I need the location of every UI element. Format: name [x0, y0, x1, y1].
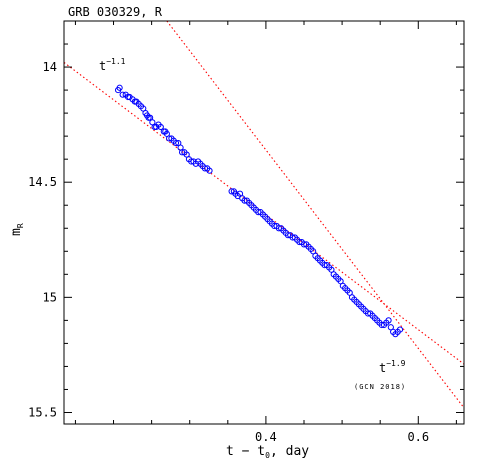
y-tick-label: 15 [43, 290, 57, 304]
x-axis-label-suffix: , day [270, 444, 309, 459]
fit-line-2 [166, 21, 464, 409]
fit-label-t11: t−1.1 [99, 57, 126, 73]
y-axis-label: mR [9, 223, 25, 236]
chart-title: GRB 030329, R [68, 5, 163, 19]
fit-label-t11-exp: −1.1 [106, 57, 125, 66]
y-tick-label: 15.5 [28, 405, 57, 419]
y-axis-label-sub: R [16, 223, 25, 228]
data-point [157, 123, 164, 131]
x-tick-label: 0.4 [255, 430, 277, 444]
fit-label-t19: t−1.9 [379, 359, 406, 375]
axis-ticks: 0.4 0.6 14 14.5 15 15.5 [28, 21, 464, 444]
gcn-annotation: (GCN 2018) [354, 383, 406, 391]
fit-label-t19-base: t [379, 361, 386, 375]
data-point [119, 91, 126, 98]
data-point [385, 317, 392, 324]
y-tick-label: 14.5 [28, 175, 57, 189]
data-point [116, 84, 123, 91]
fit-label-t19-exp: −1.9 [386, 359, 405, 368]
x-tick-label: 0.6 [407, 430, 429, 444]
fit-label-t11-base: t [99, 59, 106, 73]
data-points [114, 84, 404, 338]
x-axis-label: t − t0, day [226, 444, 309, 460]
x-axis-label-sub: 0 [265, 451, 270, 460]
y-tick-label: 14 [43, 60, 57, 74]
y-axis-label-main: m [9, 228, 24, 236]
data-point [172, 139, 180, 147]
data-point [396, 326, 404, 333]
fit-lines [64, 21, 464, 409]
x-axis-label-main: t − t [226, 444, 265, 459]
plot-frame [63, 20, 465, 425]
fit-line-1 [64, 62, 464, 365]
data-point [206, 167, 213, 174]
